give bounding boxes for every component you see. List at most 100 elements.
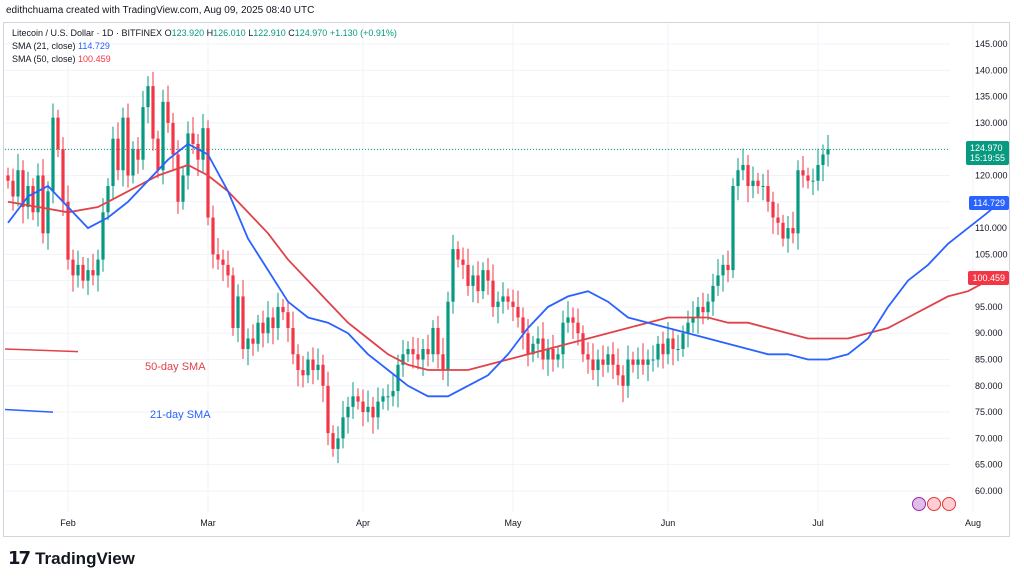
candle-body [31,186,35,213]
y-tick-label: 90.000 [975,328,1003,338]
candle-body [161,101,165,171]
candle-body [521,317,525,334]
candle-body [236,296,240,328]
y-axis-labels: 60.000 65.000 70.000 75.000 80.000 85.000 90.0… [975,39,1008,496]
legend-sma50-row[interactable]: SMA (50, close) 100.459 [12,53,397,66]
candle-body [706,301,710,313]
candle-body [751,180,755,186]
candle-body [346,406,350,418]
candle-body [11,180,15,197]
candle-body [186,133,190,176]
candle-body [406,349,410,355]
candle-body [106,186,110,213]
close-label: C [288,28,295,38]
candle-body [551,349,555,360]
candle-body [701,306,705,313]
candle-body [141,107,145,160]
chart-legend: Litecoin / U.S. Dollar · 1D · BITFINEX O… [12,27,397,66]
candle-body [351,396,355,407]
candle-body [46,191,50,234]
candle-body [711,285,715,302]
candle-body [796,170,800,234]
candle-body [686,322,690,334]
footer-branding: 17 TradingView [8,548,135,569]
candle-body [226,264,230,276]
low-value: 122.910 [253,28,286,38]
candle-body [571,317,575,323]
candle-body [51,117,55,192]
candle-body [326,385,330,434]
candle-body [321,364,325,386]
lightning-icon[interactable] [912,497,926,511]
candle-body [401,354,405,365]
candle-body [466,264,470,286]
candle-body [66,201,70,260]
candle-body [176,154,180,202]
high-label: H [206,28,214,38]
candle-body [131,149,135,176]
candle-body [821,154,825,165]
candle-body [576,322,580,334]
y-tick-label: 85.000 [975,355,1003,365]
candle-body [271,317,275,328]
candle-body [301,370,305,376]
low-label: L [248,28,254,38]
candle-body [671,338,675,349]
candle-body [496,301,500,307]
candle-body [111,138,115,186]
sma21-stub-line [4,408,54,413]
candle-body [771,201,775,218]
candle-body [306,359,310,376]
candle-body [101,212,105,260]
candle-body [511,301,515,307]
candle-body [196,143,200,160]
candle-body [21,170,25,208]
y-tick-label: 75.000 [975,407,1003,417]
candle-body [676,349,680,350]
candle-body [756,180,760,186]
candle-body [441,354,445,371]
candle-body [806,175,810,181]
candle-body [491,280,495,307]
candle-body [171,122,175,155]
candle-body [36,175,40,213]
candle-body [411,349,415,355]
candle-body [461,259,465,265]
sma50-stub-line [4,348,79,353]
candle-body [656,343,660,360]
candle-body [296,354,300,371]
candle-body [536,338,540,344]
candle-body [781,222,785,239]
candle-body [356,396,360,402]
close-value: 124.970 [294,28,328,38]
candle-body [606,354,610,365]
flag-icon[interactable] [927,497,941,511]
y-tick-label: 105.000 [975,249,1008,259]
candle-body [311,359,315,371]
candle-body [331,433,335,449]
candle-body [366,406,370,413]
legend-sma21-row[interactable]: SMA (21, close) 114.729 [12,40,397,53]
last-price-value: 124.970 [969,143,1003,154]
candle-body [736,170,740,186]
candle-body [276,306,280,328]
candle-body [531,343,535,355]
candle-body [801,170,805,176]
y-tick-label: 110.000 [975,223,1007,233]
sma21-value: 114.729 [78,41,110,51]
candle-body [651,359,655,361]
open-value: 123.920 [171,28,205,38]
x-tick-label: Jul [812,518,824,528]
flag-icon-2[interactable] [942,497,956,511]
candle-body [631,359,635,365]
candle-body [566,317,570,323]
candle-body [816,164,820,181]
y-tick-label: 65.000 [975,460,1003,470]
candle-body [611,354,615,365]
candle-body [281,306,285,313]
candle-body [341,417,345,439]
candle-body [786,228,790,239]
indicator-icons[interactable] [912,497,956,511]
candle-body [431,327,435,355]
candle-body [246,338,250,349]
